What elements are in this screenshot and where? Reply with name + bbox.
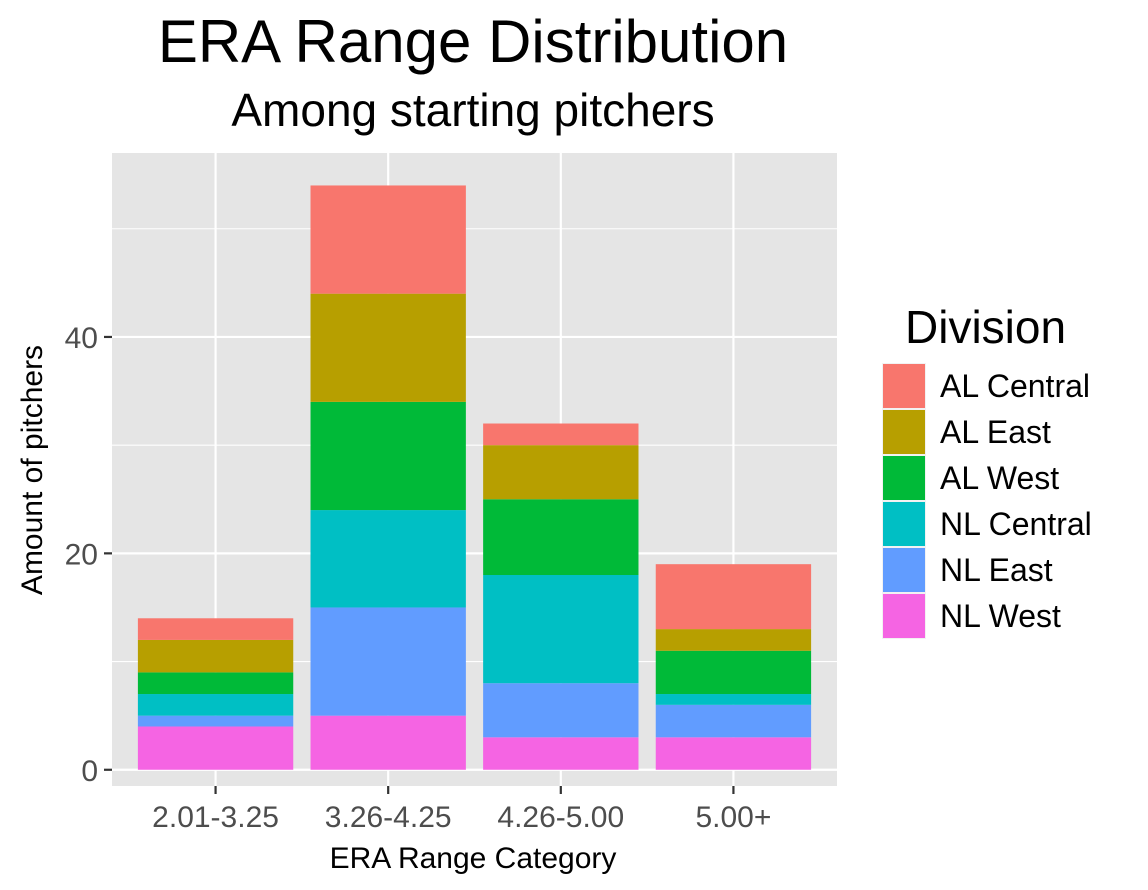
chart-title: ERA Range Distribution [158, 8, 788, 75]
y-tick-label: 0 [81, 755, 98, 788]
bar-segment-5-00-nl-central [655, 694, 812, 705]
y-axis-title: Amount of pitchers [16, 345, 49, 595]
bar-segment-4-26-5-00-al-central [483, 423, 639, 446]
bar-segment-4-26-5-00-al-east [483, 445, 639, 500]
legend-label-al-west: AL West [940, 460, 1059, 496]
bar-segment-2-01-3-25-nl-west [137, 726, 294, 770]
legend-label-nl-central: NL Central [940, 506, 1092, 542]
bar-segment-3-26-4-25-nl-central [310, 510, 466, 608]
legend-swatch-nl-west [883, 594, 925, 638]
bar-segment-2-01-3-25-nl-east [137, 715, 294, 727]
x-axis-title: ERA Range Category [330, 842, 617, 875]
legend-title: Division [905, 301, 1066, 353]
x-tick-label: 4.26-5.00 [497, 801, 624, 834]
legend-swatch-al-east [883, 410, 925, 454]
bar-segment-4-26-5-00-al-west [483, 499, 639, 575]
bar-segment-3-26-4-25-al-west [310, 401, 466, 511]
legend: AL Central AL East AL West NL Central NL Eas… [882, 363, 1092, 639]
legend-swatch-al-west [883, 456, 925, 500]
x-tick-label: 2.01-3.25 [152, 801, 279, 834]
y-tick-label: 20 [65, 538, 98, 571]
bar-segment-5-00-al-west [655, 650, 812, 695]
bar-segment-2-01-3-25-al-central [137, 618, 294, 640]
bar-segment-5-00-al-east [655, 629, 812, 651]
legend-label-nl-east: NL East [940, 552, 1053, 588]
legend-label-al-central: AL Central [940, 368, 1090, 404]
bar-segment-4-26-5-00-nl-east [483, 683, 639, 738]
y-axis: 0 20 40 [65, 322, 112, 788]
bar-segment-3-26-4-25-al-central [310, 185, 466, 294]
bar-segment-4-26-5-00-nl-west [483, 737, 639, 770]
bars-group [137, 185, 812, 770]
x-tick-label: 5.00+ [695, 801, 771, 834]
bar-segment-2-01-3-25-al-east [137, 639, 294, 673]
bar-segment-4-26-5-00-nl-central [483, 575, 639, 684]
x-axis: 2.01-3.25 3.26-4.25 4.26-5.00 5.00+ [152, 786, 771, 834]
legend-swatch-nl-east [883, 548, 925, 592]
x-tick-label: 3.26-4.25 [325, 801, 452, 834]
bar-segment-3-26-4-25-al-east [310, 293, 466, 402]
bar-segment-5-00-al-central [655, 564, 812, 630]
legend-swatch-al-central [883, 364, 925, 408]
y-tick-label: 40 [65, 322, 98, 355]
legend-label-al-east: AL East [940, 414, 1051, 450]
bar-segment-5-00-nl-west [655, 737, 812, 770]
bar-segment-3-26-4-25-nl-east [310, 607, 466, 716]
bar-segment-2-01-3-25-al-west [137, 672, 294, 695]
chart-subtitle: Among starting pitchers [231, 84, 714, 136]
legend-swatch-nl-central [883, 502, 925, 546]
bar-segment-2-01-3-25-nl-central [137, 694, 294, 716]
bar-segment-3-26-4-25-nl-west [310, 715, 466, 770]
legend-label-nl-west: NL West [940, 598, 1061, 634]
bar-segment-5-00-nl-east [655, 704, 812, 738]
